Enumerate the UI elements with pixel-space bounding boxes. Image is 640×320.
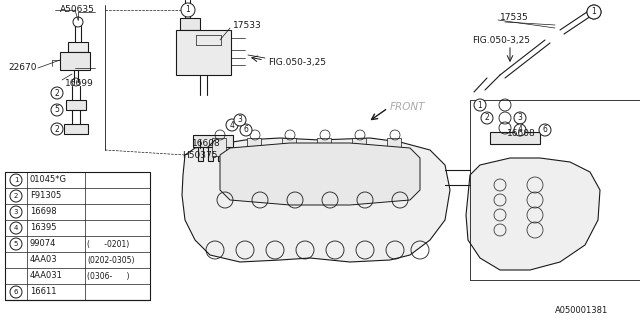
- Circle shape: [240, 124, 252, 136]
- Circle shape: [10, 190, 22, 202]
- Text: 6: 6: [543, 125, 547, 134]
- Bar: [212, 138, 226, 156]
- Text: 99074: 99074: [30, 239, 56, 249]
- Bar: [282, 138, 296, 156]
- Bar: [64, 124, 88, 134]
- Circle shape: [539, 124, 551, 136]
- Text: 16608: 16608: [192, 139, 221, 148]
- Text: 16611: 16611: [30, 287, 56, 297]
- Circle shape: [474, 99, 486, 111]
- Bar: [352, 138, 366, 156]
- Text: 1: 1: [591, 7, 596, 17]
- Text: 17533: 17533: [233, 21, 262, 30]
- Text: 4: 4: [14, 225, 18, 231]
- Bar: [60, 52, 90, 70]
- Text: 5: 5: [14, 241, 18, 247]
- Text: 1: 1: [186, 5, 190, 14]
- Circle shape: [10, 206, 22, 218]
- Circle shape: [10, 174, 22, 186]
- Bar: [208, 147, 213, 161]
- Circle shape: [234, 114, 246, 126]
- Circle shape: [51, 87, 63, 99]
- Bar: [490, 132, 540, 144]
- Text: 4: 4: [518, 125, 522, 134]
- Text: A050001381: A050001381: [555, 306, 608, 315]
- Circle shape: [514, 112, 526, 124]
- Bar: [176, 30, 231, 75]
- Text: 1: 1: [13, 177, 19, 183]
- Text: 2: 2: [54, 89, 60, 98]
- Text: 3: 3: [237, 116, 243, 124]
- Text: 16699: 16699: [65, 78, 93, 87]
- Text: 4: 4: [230, 121, 234, 130]
- Bar: [317, 138, 331, 156]
- Text: 3: 3: [518, 114, 522, 123]
- Text: 2: 2: [54, 124, 60, 133]
- Circle shape: [51, 104, 63, 116]
- Text: (      -0201): ( -0201): [87, 239, 129, 249]
- Text: H50375: H50375: [182, 151, 218, 161]
- Bar: [193, 135, 233, 147]
- Text: FIG.050-3,25: FIG.050-3,25: [472, 36, 530, 44]
- Bar: [198, 147, 203, 161]
- Text: 6: 6: [13, 289, 19, 295]
- Text: 22670: 22670: [8, 63, 36, 73]
- Circle shape: [481, 112, 493, 124]
- Text: 01045*G: 01045*G: [30, 175, 67, 185]
- Text: 16608: 16608: [507, 129, 536, 138]
- Text: FIG.050-3,25: FIG.050-3,25: [268, 59, 326, 68]
- Circle shape: [10, 238, 22, 250]
- Text: 4AA03: 4AA03: [30, 255, 58, 265]
- Circle shape: [514, 124, 526, 136]
- Circle shape: [181, 3, 195, 17]
- Text: 6: 6: [244, 125, 248, 134]
- Bar: [66, 100, 86, 110]
- Text: F91305: F91305: [30, 191, 61, 201]
- Bar: [180, 18, 200, 30]
- Text: 4AA031: 4AA031: [30, 271, 63, 281]
- Text: A50635: A50635: [60, 5, 95, 14]
- Text: 17535: 17535: [500, 13, 529, 22]
- Text: FRONT: FRONT: [390, 102, 426, 112]
- Circle shape: [51, 123, 63, 135]
- Text: (0306-      ): (0306- ): [87, 271, 129, 281]
- Bar: [68, 42, 88, 52]
- Bar: [5, 172, 150, 300]
- Circle shape: [10, 222, 22, 234]
- Text: 5: 5: [54, 106, 60, 115]
- Circle shape: [226, 119, 238, 131]
- Text: 3: 3: [13, 209, 19, 215]
- Bar: [387, 138, 401, 156]
- Text: 1: 1: [477, 100, 483, 109]
- Polygon shape: [220, 143, 420, 205]
- Text: 2: 2: [14, 193, 18, 199]
- Circle shape: [10, 286, 22, 298]
- Polygon shape: [466, 158, 600, 270]
- Polygon shape: [182, 138, 450, 262]
- Bar: [247, 138, 261, 156]
- Text: 2: 2: [484, 114, 490, 123]
- Bar: [218, 147, 223, 161]
- Text: (0202-0305): (0202-0305): [87, 255, 134, 265]
- Text: 16395: 16395: [30, 223, 56, 233]
- Circle shape: [587, 5, 601, 19]
- Text: 16698: 16698: [30, 207, 56, 217]
